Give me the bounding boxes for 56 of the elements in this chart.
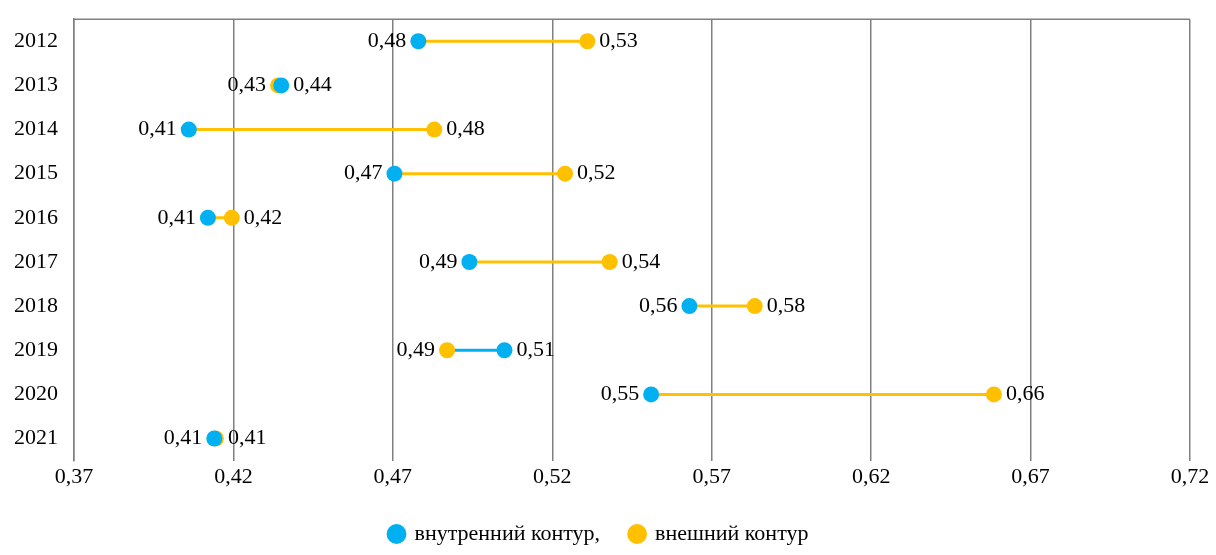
point: [426, 121, 443, 138]
data-label: 0,48: [367, 27, 407, 53]
point: [439, 342, 456, 359]
data-label: 0,54: [621, 247, 661, 273]
y-tick-label: 2017: [14, 247, 58, 273]
point: [557, 165, 574, 182]
data-label: 0,51: [516, 336, 555, 362]
y-tick-label: 2013: [14, 71, 58, 97]
y-tick-label: 2014: [14, 115, 58, 141]
data-label: 0,42: [243, 203, 283, 229]
data-label: 0,49: [396, 336, 436, 362]
data-label: 0,47: [343, 159, 383, 185]
point: [681, 298, 698, 315]
data-label: 0,44: [293, 71, 332, 97]
x-tick-label: 0,52: [533, 462, 572, 488]
point: [601, 253, 618, 270]
legend-label: внешний контур: [655, 519, 809, 545]
data-label: 0,56: [638, 291, 678, 317]
point: [223, 209, 240, 226]
point: [180, 121, 197, 138]
point: [199, 209, 216, 226]
data-label: 0,41: [227, 424, 267, 450]
x-tick-label: 0,37: [54, 462, 94, 488]
point: [386, 165, 403, 182]
legend-label: внутренний контур,: [414, 519, 601, 545]
data-label: 0,52: [577, 159, 616, 185]
x-tick-label: 0,42: [214, 462, 253, 488]
y-tick-label: 2015: [14, 159, 58, 185]
point: [410, 33, 427, 50]
point: [643, 386, 660, 403]
data-label: 0,49: [418, 247, 458, 273]
x-tick-label: 0,72: [1170, 462, 1210, 488]
data-label: 0,53: [599, 27, 638, 53]
data-label: 0,66: [1005, 380, 1045, 406]
data-label: 0,41: [163, 424, 203, 450]
y-tick-label: 2018: [14, 291, 58, 317]
x-tick-label: 0,67: [1011, 462, 1050, 488]
data-label: 0,55: [600, 380, 640, 406]
y-tick-label: 2021: [14, 424, 58, 450]
y-tick-label: 2019: [14, 336, 58, 362]
x-tick-label: 0,47: [373, 462, 413, 488]
data-label: 0,41: [138, 115, 177, 141]
point: [496, 342, 513, 359]
point: [985, 386, 1002, 403]
point: [746, 298, 763, 315]
y-tick-label: 2020: [14, 380, 58, 406]
data-label: 0,58: [766, 291, 806, 317]
point: [579, 33, 596, 50]
y-tick-label: 2012: [14, 27, 58, 53]
x-tick-label: 0,57: [692, 462, 731, 488]
y-tick-label: 2016: [14, 203, 58, 229]
data-label: 0,43: [227, 71, 267, 97]
data-label: 0,48: [446, 115, 485, 141]
point: [461, 253, 478, 270]
x-tick-label: 0,62: [851, 462, 891, 488]
data-label: 0,41: [157, 203, 196, 229]
